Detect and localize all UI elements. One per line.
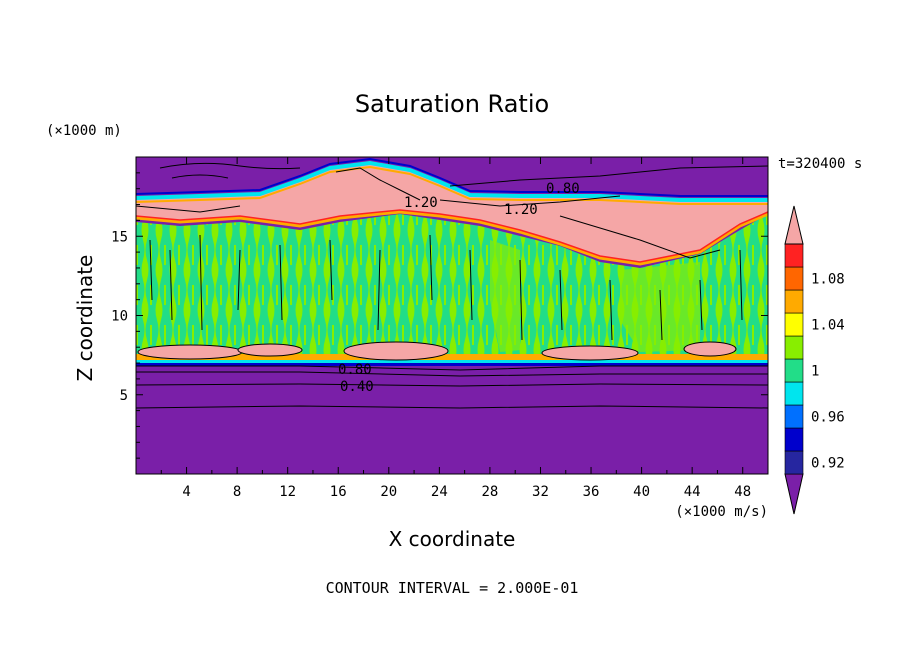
contour-line bbox=[149, 234, 743, 341]
pink-lens bbox=[343, 341, 449, 361]
base-band-orange bbox=[136, 354, 768, 360]
x-tick-label: 20 bbox=[380, 484, 397, 500]
pink-lens bbox=[137, 344, 243, 360]
y-axis-label: Z coordinate bbox=[73, 255, 97, 382]
x-axis-label: X coordinate bbox=[389, 527, 516, 551]
x-tick-label: 48 bbox=[734, 484, 751, 500]
colorbar-swatch bbox=[784, 427, 804, 452]
supersat-upper-layer bbox=[136, 163, 768, 264]
base-band-cyan bbox=[136, 360, 768, 363]
colorbar-label: 1 bbox=[811, 364, 819, 380]
lower-layer-band bbox=[136, 360, 768, 474]
y-tick-label: 10 bbox=[111, 309, 128, 325]
contour-line bbox=[439, 195, 621, 207]
x-tick-label: 12 bbox=[279, 484, 296, 500]
contour-line bbox=[136, 365, 768, 371]
colorbar: 1.08 1.04 1 0.96 0.92 bbox=[784, 205, 845, 515]
pink-lens bbox=[237, 343, 303, 357]
colorbar-label: 0.96 bbox=[811, 410, 845, 426]
colorbar-swatch bbox=[784, 312, 804, 337]
heatmap-field: 0.80 1.20 1.20 0.80 0.40 bbox=[136, 157, 768, 474]
contour-line bbox=[136, 405, 768, 409]
x-tick-label: 4 bbox=[182, 484, 190, 500]
pink-lens bbox=[541, 345, 639, 361]
contour-label-mid: 1.20 bbox=[404, 195, 438, 211]
contour-label-mid: 1.20 bbox=[504, 202, 538, 218]
colorbar-swatch bbox=[784, 266, 804, 291]
contour-line bbox=[136, 205, 241, 213]
x-tick-label: 28 bbox=[481, 484, 498, 500]
colorbar-swatch bbox=[784, 358, 804, 383]
x-tick-label: 36 bbox=[583, 484, 600, 500]
x-tick-label: 44 bbox=[684, 484, 701, 500]
y-unit-label: (×1000 m) bbox=[46, 123, 122, 139]
contour-label-base: 0.80 bbox=[338, 362, 372, 378]
contour-interval-footer: CONTOUR INTERVAL = 2.000E-01 bbox=[326, 579, 579, 597]
contour-line bbox=[136, 371, 768, 377]
pink-lens bbox=[683, 341, 737, 357]
y-axis-ticks: 5 10 15 bbox=[111, 172, 768, 459]
chart-title: Saturation Ratio bbox=[355, 90, 549, 118]
contour-line bbox=[159, 162, 301, 170]
contour-line bbox=[335, 167, 421, 201]
x-tick-label: 24 bbox=[431, 484, 448, 500]
y-tick-label: 15 bbox=[111, 229, 128, 245]
colorbar-label: 0.92 bbox=[811, 456, 845, 472]
x-tick-label: 40 bbox=[633, 484, 650, 500]
colorbar-upper-extension bbox=[784, 205, 804, 245]
contour-line bbox=[136, 383, 768, 387]
x-axis-ticks: 4 8 12 16 20 24 28 32 36 40 44 48 bbox=[160, 157, 751, 500]
colorbar-swatch bbox=[784, 381, 804, 406]
colorbar-swatch bbox=[784, 335, 804, 360]
colorbar-swatch bbox=[784, 450, 804, 475]
colorbar-label: 1.08 bbox=[811, 272, 845, 288]
contour-line bbox=[559, 215, 721, 259]
top-edge-orange bbox=[136, 165, 768, 205]
cloud-green-patch bbox=[490, 240, 700, 352]
contour-label-base: 0.40 bbox=[340, 379, 374, 395]
colorbar-label: 1.04 bbox=[811, 318, 845, 334]
time-label: t=320400 s bbox=[778, 156, 862, 172]
base-band-blue bbox=[136, 363, 768, 366]
x-tick-label: 8 bbox=[233, 484, 241, 500]
cloud-layer bbox=[136, 214, 768, 362]
contour-line bbox=[449, 165, 768, 187]
contour-label-top: 0.80 bbox=[546, 181, 580, 197]
y-tick-label: 5 bbox=[120, 388, 128, 404]
colorbar-swatch bbox=[784, 404, 804, 429]
top-edge-blue bbox=[136, 157, 768, 197]
colorbar-swatch bbox=[784, 243, 804, 268]
x-tick-label: 16 bbox=[330, 484, 347, 500]
top-edge-cyan bbox=[136, 160, 768, 202]
colorbar-swatch bbox=[784, 289, 804, 314]
x-unit-label: (×1000 m/s) bbox=[675, 504, 768, 520]
contour-line bbox=[171, 174, 229, 179]
colorbar-lower-extension bbox=[784, 473, 804, 515]
x-tick-label: 32 bbox=[532, 484, 549, 500]
fringe-orange bbox=[136, 210, 768, 266]
contour-lines bbox=[136, 162, 768, 409]
